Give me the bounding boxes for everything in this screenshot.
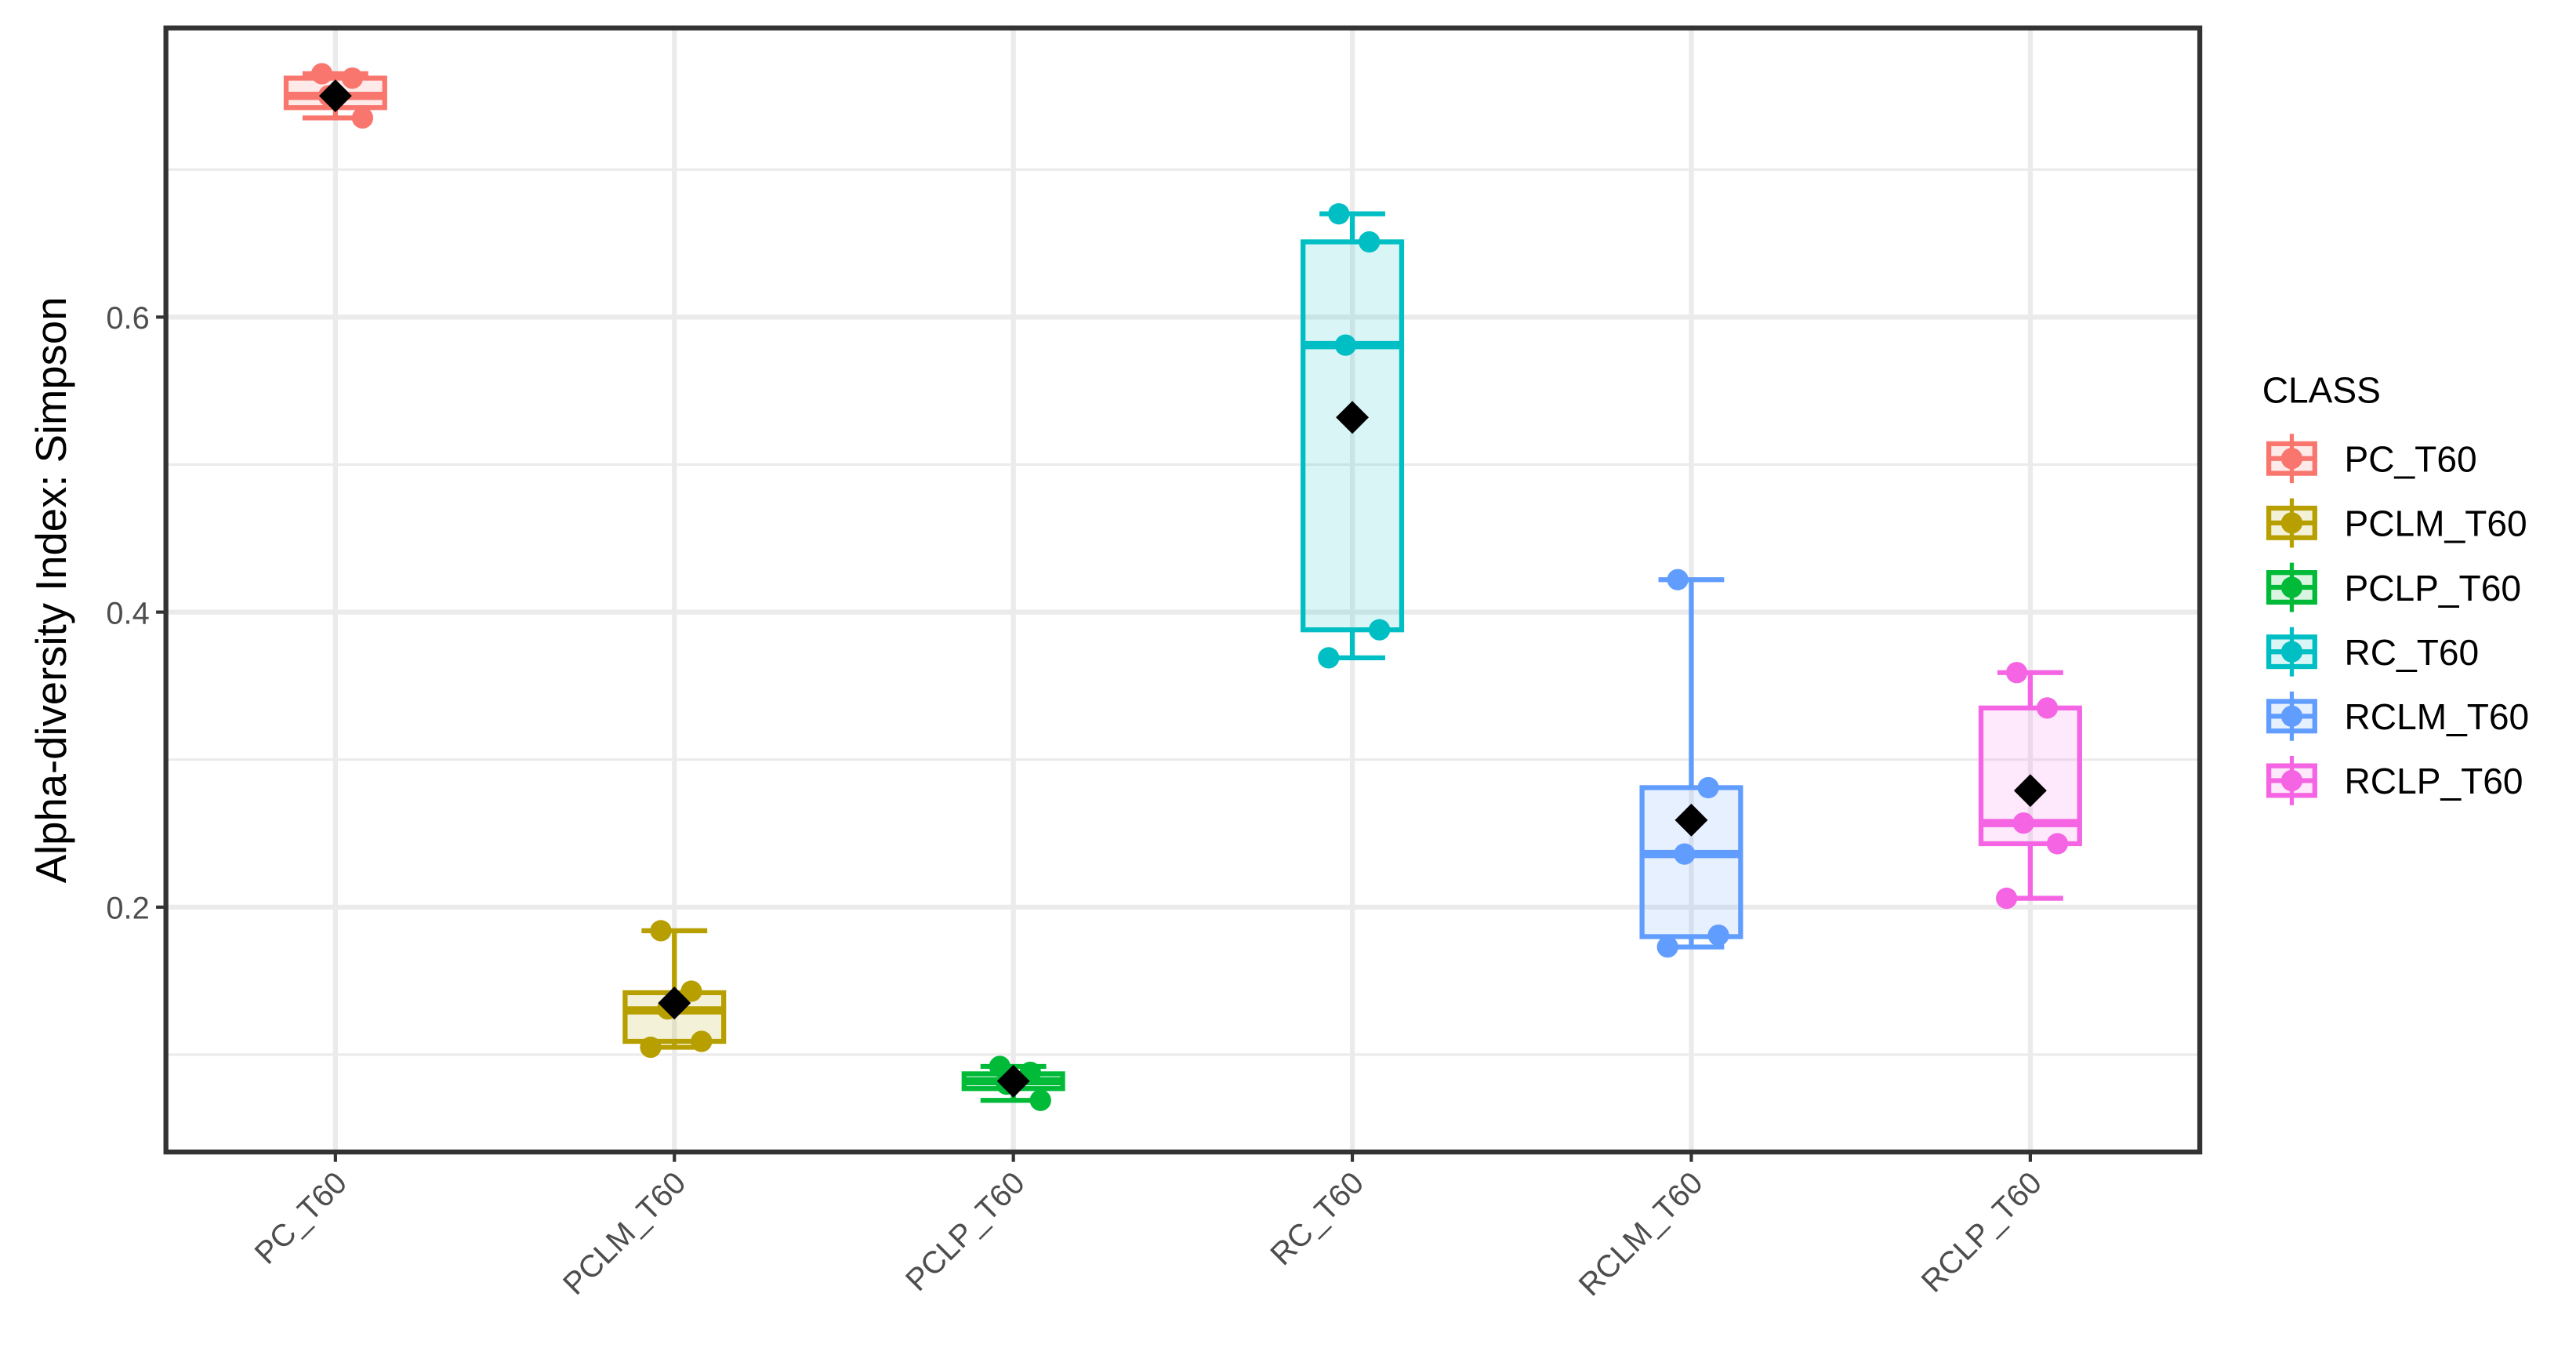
point: [2005, 662, 2028, 684]
y-tick-label: 0.4: [106, 596, 149, 630]
legend-key-point: [2280, 769, 2303, 792]
legend-label: PC_T60: [2345, 438, 2477, 479]
y-axis-label: Alpha-diversity Index: Simpson: [27, 296, 75, 883]
point: [2012, 812, 2034, 834]
legend-key-point: [2280, 576, 2303, 598]
legend-key-point: [2280, 448, 2303, 470]
point: [1359, 231, 1381, 253]
legend-label: RCLM_T60: [2345, 696, 2530, 737]
y-tick-label: 0.2: [106, 892, 149, 926]
legend-key-point: [2280, 705, 2303, 727]
point: [1369, 619, 1391, 641]
mean-marker: [318, 79, 352, 113]
y-tick-label: 0.6: [106, 301, 149, 336]
point: [1697, 776, 1719, 799]
mean-marker: [1674, 803, 1708, 837]
point: [1334, 334, 1357, 356]
point: [1674, 843, 1696, 865]
point: [351, 107, 374, 129]
legend-label: RC_T60: [2345, 632, 2480, 673]
x-tick-label: RCLP_T60: [1915, 1165, 2048, 1299]
x-tick-label: RC_T60: [1264, 1165, 1370, 1272]
point: [1318, 647, 1340, 669]
legend-title: CLASS: [2262, 369, 2381, 410]
x-tick-label: PCLM_T60: [557, 1165, 692, 1301]
point: [2036, 697, 2059, 719]
box: [1301, 239, 1405, 633]
plot-border: [163, 25, 2203, 1155]
legend-key-point: [2280, 512, 2303, 534]
mean-marker: [2013, 774, 2047, 808]
point: [691, 1030, 713, 1052]
point: [310, 63, 333, 85]
legend-label: PCLP_T60: [2345, 568, 2521, 609]
point: [341, 67, 364, 89]
point: [650, 920, 672, 942]
x-tick-label: PC_T60: [249, 1165, 354, 1270]
legend-label: PCLM_T60: [2345, 503, 2527, 544]
point: [1667, 569, 1689, 590]
point: [640, 1036, 662, 1059]
point: [1029, 1089, 1051, 1111]
point: [1996, 887, 2018, 910]
point: [680, 980, 702, 1002]
x-tick-label: PCLP_T60: [899, 1165, 1032, 1298]
point: [989, 1055, 1011, 1077]
point: [2046, 833, 2069, 855]
legend-key-point: [2280, 641, 2303, 663]
legend-label: RCLP_T60: [2345, 761, 2523, 801]
point: [1707, 924, 1729, 946]
x-tick-label: RCLM_T60: [1573, 1165, 1710, 1302]
point: [1328, 203, 1350, 225]
point: [1656, 936, 1678, 958]
mean-marker: [658, 986, 691, 1020]
